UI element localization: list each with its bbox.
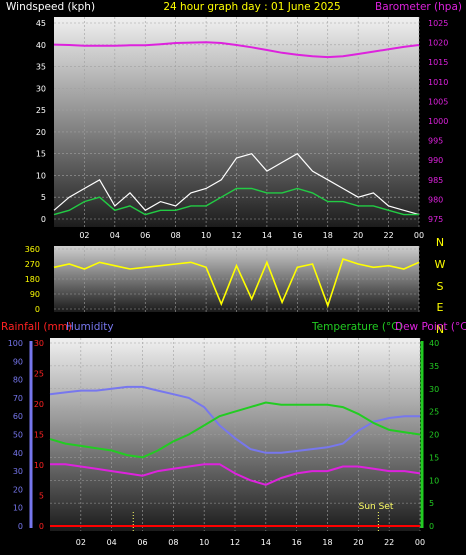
humidity-tick-label: 90 (13, 357, 23, 366)
compass-label: W (435, 258, 446, 271)
temperature-tick-label: 5 (429, 499, 434, 508)
temp-x-tick-label: 22 (384, 538, 394, 547)
temp-x-tick-label: 06 (137, 538, 147, 547)
humidity-tick-label: 10 (13, 504, 23, 513)
temperature-tick-label: 25 (429, 408, 439, 417)
humidity-tick-label: 50 (13, 431, 23, 440)
temp-x-tick-label: 12 (230, 538, 240, 547)
rainfall-axis-title: Rainfall (mm) (1, 321, 72, 333)
compass-label: N (436, 323, 444, 336)
rainfall-tick-label: 20 (34, 400, 44, 409)
humidity-line (49, 385, 420, 454)
wind-x-tick-label: 02 (79, 231, 89, 240)
compass-label: S (437, 280, 444, 293)
temperature-axis-title: Temperature (°C) (311, 321, 403, 333)
temp-x-tick-label: 00 (415, 538, 425, 547)
humidity-tick-label: 20 (13, 485, 23, 494)
windspeed-tick-label: 40 (36, 41, 46, 50)
windspeed-tick-label: 5 (41, 193, 46, 202)
windspeed-tick-label: 0 (41, 215, 46, 224)
humidity-tick-label: 80 (13, 376, 23, 385)
direction-tick-label: 360 (25, 245, 40, 254)
chart-title: 24 hour graph day : 01 June 2025 (163, 1, 340, 13)
rainfall-tick-label: 0 (39, 522, 44, 531)
dew-point-axis-title: Dew Point (°C) (395, 321, 466, 333)
temp-x-tick-label: 10 (199, 538, 209, 547)
wind-direction-line (53, 257, 420, 309)
temperature-tick-label: 0 (429, 522, 434, 531)
temp-x-tick-label: 14 (261, 538, 271, 547)
windspeed-tick-label: 35 (36, 63, 46, 72)
humidity-axis-title: Humidity (66, 321, 114, 333)
temperature-tick-label: 30 (429, 385, 439, 394)
rainfall-tick-label: 10 (34, 461, 44, 470)
barometer-tick-label: 975 (428, 215, 443, 224)
humidity-tick-label: 0 (18, 522, 23, 531)
temp-x-tick-label: 02 (76, 538, 86, 547)
barometer-tick-label: 1025 (428, 19, 448, 28)
barometer-tick-label: 980 (428, 195, 443, 204)
wind-gust-line (53, 152, 420, 216)
wind-x-tick-label: 16 (292, 231, 302, 240)
rainfall-tick-label: 25 (34, 370, 44, 379)
compass-label: E (437, 301, 444, 314)
temp-x-tick-label: 08 (168, 538, 178, 547)
rainfall-tick-label: 5 (39, 492, 44, 501)
wind-x-tick-label: 14 (262, 231, 272, 240)
barometer-tick-label: 1015 (428, 58, 448, 67)
wind-x-tick-label: 06 (140, 231, 150, 240)
direction-tick-label: 180 (25, 275, 40, 284)
temperature-tick-label: 20 (429, 431, 439, 440)
temperature-tick-label: 40 (429, 339, 439, 348)
wind-average-line (53, 187, 419, 216)
temp-x-tick-label: 04 (107, 538, 117, 547)
rainfall-tick-label: 30 (34, 339, 44, 348)
windspeed-axis-title: Windspeed (kph) (6, 1, 95, 13)
windspeed-tick-label: 45 (36, 19, 46, 28)
sun-set-label: Sun Set (359, 502, 394, 512)
barometer-line (53, 41, 420, 59)
wind-x-tick-label: 20 (353, 231, 363, 240)
rainfall-tick-label: 15 (34, 431, 44, 440)
direction-tick-label: 270 (25, 260, 40, 269)
temp-x-tick-label: 16 (292, 538, 302, 547)
humidity-tick-label: 70 (13, 394, 23, 403)
temperature-tick-label: 35 (429, 362, 439, 371)
compass-label: N (436, 236, 444, 249)
wind-x-tick-label: 18 (323, 231, 333, 240)
direction-tick-label: 90 (30, 290, 40, 299)
barometer-tick-label: 990 (428, 156, 443, 165)
barometer-axis-title: Barometer (hpa) (375, 1, 462, 13)
temperature-tick-label: 10 (429, 476, 439, 485)
humidity-tick-label: 40 (13, 449, 23, 458)
temperature-tick-label: 15 (429, 453, 439, 462)
windspeed-tick-label: 30 (36, 84, 46, 93)
windspeed-tick-label: 25 (36, 106, 46, 115)
wind-x-tick-label: 08 (171, 231, 181, 240)
windspeed-tick-label: 10 (36, 171, 46, 180)
barometer-tick-label: 1000 (428, 117, 448, 126)
humidity-tick-label: 100 (8, 339, 23, 348)
windspeed-tick-label: 20 (36, 128, 46, 137)
windspeed-tick-label: 15 (36, 150, 46, 159)
wind-x-tick-label: 00 (414, 231, 424, 240)
wind-x-tick-label: 10 (201, 231, 211, 240)
wind-x-tick-label: 22 (383, 231, 393, 240)
humidity-tick-label: 60 (13, 412, 23, 421)
wind-x-tick-label: 12 (231, 231, 241, 240)
temp-x-tick-label: 20 (353, 538, 363, 547)
direction-tick-label: 0 (35, 305, 40, 314)
barometer-tick-label: 1010 (428, 78, 448, 87)
dew-point-line (50, 463, 421, 486)
barometer-tick-label: 1020 (428, 39, 448, 48)
humidity-tick-label: 30 (13, 467, 23, 476)
barometer-tick-label: 985 (428, 176, 443, 185)
temperature-line (49, 401, 421, 459)
barometer-tick-label: 995 (428, 137, 443, 146)
temp-x-tick-label: 18 (322, 538, 332, 547)
barometer-tick-label: 1005 (428, 97, 448, 106)
wind-x-tick-label: 04 (110, 231, 120, 240)
